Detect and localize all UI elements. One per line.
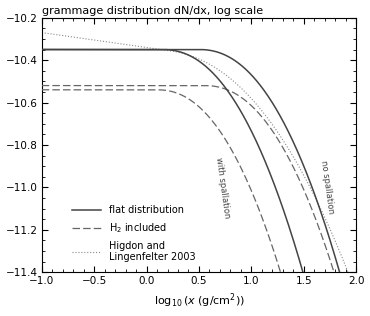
Text: with spallation: with spallation: [214, 156, 232, 218]
X-axis label: $\log_{10}(x\ \mathrm{(g/cm^2)})$: $\log_{10}(x\ \mathrm{(g/cm^2)})$: [154, 292, 245, 310]
Text: no spallation: no spallation: [319, 160, 335, 215]
Text: grammage distribution dN/dx, log scale: grammage distribution dN/dx, log scale: [42, 6, 263, 15]
Legend: flat distribution, H$_2$ included, Higdon and
Lingenfelter 2003: flat distribution, H$_2$ included, Higdo…: [72, 205, 195, 262]
